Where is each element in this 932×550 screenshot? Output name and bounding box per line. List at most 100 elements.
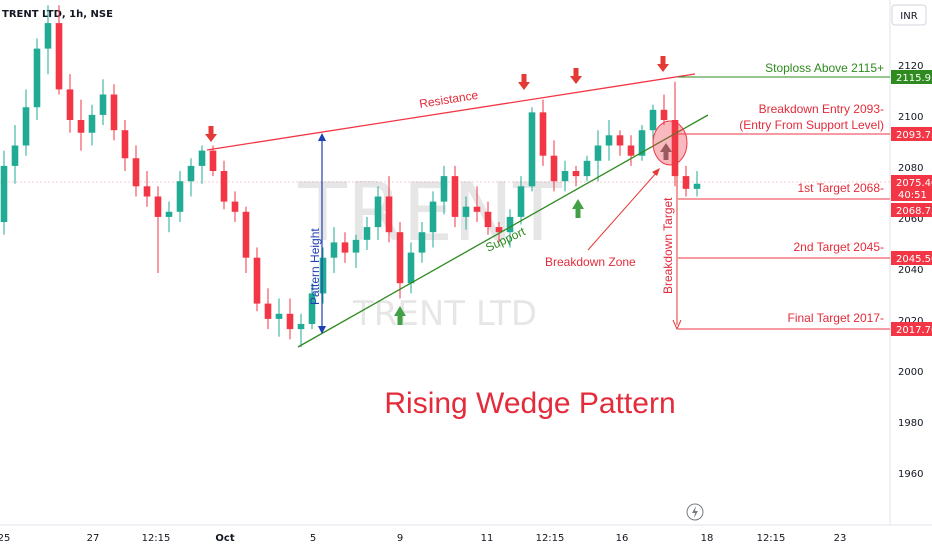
candle-body[interactable]	[176, 181, 184, 212]
candle-body[interactable]	[330, 242, 338, 258]
candle-body[interactable]	[638, 130, 646, 156]
candle-body[interactable]	[682, 176, 690, 189]
candle-body[interactable]	[242, 211, 250, 258]
candle-body[interactable]	[693, 183, 701, 189]
y-tick: 1960	[898, 469, 923, 480]
candle-body[interactable]	[451, 176, 459, 217]
candle-body[interactable]	[154, 196, 162, 217]
support-line[interactable]	[297, 114, 709, 348]
candle-body[interactable]	[418, 232, 426, 253]
candle-body[interactable]	[363, 227, 371, 240]
candle-body[interactable]	[660, 109, 668, 120]
candle-body[interactable]	[517, 186, 525, 217]
candle-body[interactable]	[319, 257, 327, 294]
y-tick: 2080	[898, 163, 923, 174]
candle-body[interactable]	[561, 171, 569, 182]
candle-body[interactable]	[550, 155, 558, 182]
candle-body[interactable]	[231, 201, 239, 212]
target-final-price-tag	[891, 322, 932, 336]
candle-body[interactable]	[253, 257, 261, 304]
candle-body[interactable]	[77, 120, 85, 133]
x-tick: 5	[310, 533, 316, 544]
entry-label-line1: Breakdown Entry 2093-	[759, 102, 884, 116]
breakdown-zone-ellipse[interactable]	[652, 120, 688, 166]
candle-body[interactable]	[374, 196, 382, 228]
x-tick: 27	[87, 533, 100, 544]
candle-body[interactable]	[220, 171, 228, 202]
time-axis[interactable]: 25 27 12:15 Oct 5 9 11 12:15 16 18 12:15…	[0, 533, 846, 544]
candle-body[interactable]	[616, 135, 624, 146]
candle-body[interactable]	[341, 242, 349, 253]
candle-body[interactable]	[440, 176, 448, 202]
candle-body[interactable]	[528, 112, 536, 187]
candle-body[interactable]	[572, 171, 580, 177]
currency-button[interactable]	[891, 4, 927, 26]
target-final-label: Final Target 2017-	[787, 311, 884, 325]
candle-body[interactable]	[55, 23, 63, 90]
current-price: 2075.40	[896, 178, 932, 189]
candle-body[interactable]	[121, 130, 129, 159]
candle-body[interactable]	[165, 211, 173, 217]
candle-body[interactable]	[66, 89, 74, 120]
candle-body[interactable]	[671, 120, 679, 177]
lightning-icon[interactable]	[686, 503, 704, 521]
candle-body[interactable]	[11, 145, 19, 166]
candles-group[interactable]	[0, 5, 701, 347]
candle-body[interactable]	[583, 160, 591, 177]
target2-price-tag	[891, 251, 932, 265]
candle-body[interactable]	[462, 206, 470, 217]
candle-body[interactable]	[88, 114, 96, 133]
candle-body[interactable]	[0, 165, 8, 222]
target1-price-tag	[891, 203, 932, 217]
candle-body[interactable]	[484, 211, 492, 228]
price-axis[interactable]: 1960 1980 2000 2020 2040 2060 2080 2100 …	[898, 61, 923, 480]
candle-body[interactable]	[264, 303, 272, 319]
candle-body[interactable]	[143, 186, 151, 197]
current-price-tag	[891, 175, 932, 201]
resistance-line[interactable]	[206, 73, 696, 151]
candle-body[interactable]	[627, 145, 635, 156]
entry-label-line2: (Entry From Support Level)	[739, 118, 884, 132]
candle-body[interactable]	[22, 107, 30, 146]
y-tick: 2120	[898, 61, 923, 72]
candle-body[interactable]	[308, 293, 316, 324]
candle-body[interactable]	[396, 232, 404, 284]
candle-body[interactable]	[594, 145, 602, 161]
candle-body[interactable]	[429, 201, 437, 233]
candle-body[interactable]	[209, 150, 217, 171]
candle-body[interactable]	[649, 109, 657, 131]
arrow-down-icon	[518, 74, 530, 90]
candle-body[interactable]	[539, 112, 547, 156]
candle-body[interactable]	[198, 150, 206, 166]
breakdown-zone-pointer	[587, 171, 658, 251]
candle-body[interactable]	[506, 216, 514, 233]
candle-body[interactable]	[99, 94, 107, 115]
x-tick: 12:15	[536, 533, 565, 544]
x-tick: 18	[701, 533, 714, 544]
candle-body[interactable]	[605, 135, 613, 146]
candle-body[interactable]	[44, 23, 52, 49]
candle-body[interactable]	[495, 227, 503, 233]
candle-body[interactable]	[473, 206, 481, 212]
y-tick: 2020	[898, 316, 923, 327]
candle-body[interactable]	[110, 94, 118, 131]
candle-body[interactable]	[187, 165, 195, 182]
candle-body[interactable]	[132, 158, 140, 187]
candle-body[interactable]	[275, 313, 283, 319]
pattern-height-arrow-up	[318, 133, 326, 141]
candle-body[interactable]	[407, 252, 415, 284]
y-tick: 2060	[898, 214, 923, 225]
breakdown-zone-label: Breakdown Zone	[545, 255, 636, 269]
candle-body[interactable]	[297, 324, 305, 330]
watermark-name: TRENT LTD	[352, 294, 537, 334]
candle-body[interactable]	[352, 239, 360, 253]
target2-label: 2nd Target 2045-	[793, 240, 884, 254]
y-tick: 2000	[898, 367, 923, 378]
plot-area[interactable]	[0, 0, 890, 525]
candle-body[interactable]	[286, 313, 294, 330]
candle-body[interactable]	[33, 48, 41, 108]
candle-body[interactable]	[385, 196, 393, 233]
arrow-down-icon	[570, 68, 582, 84]
x-tick: Oct	[215, 533, 234, 544]
